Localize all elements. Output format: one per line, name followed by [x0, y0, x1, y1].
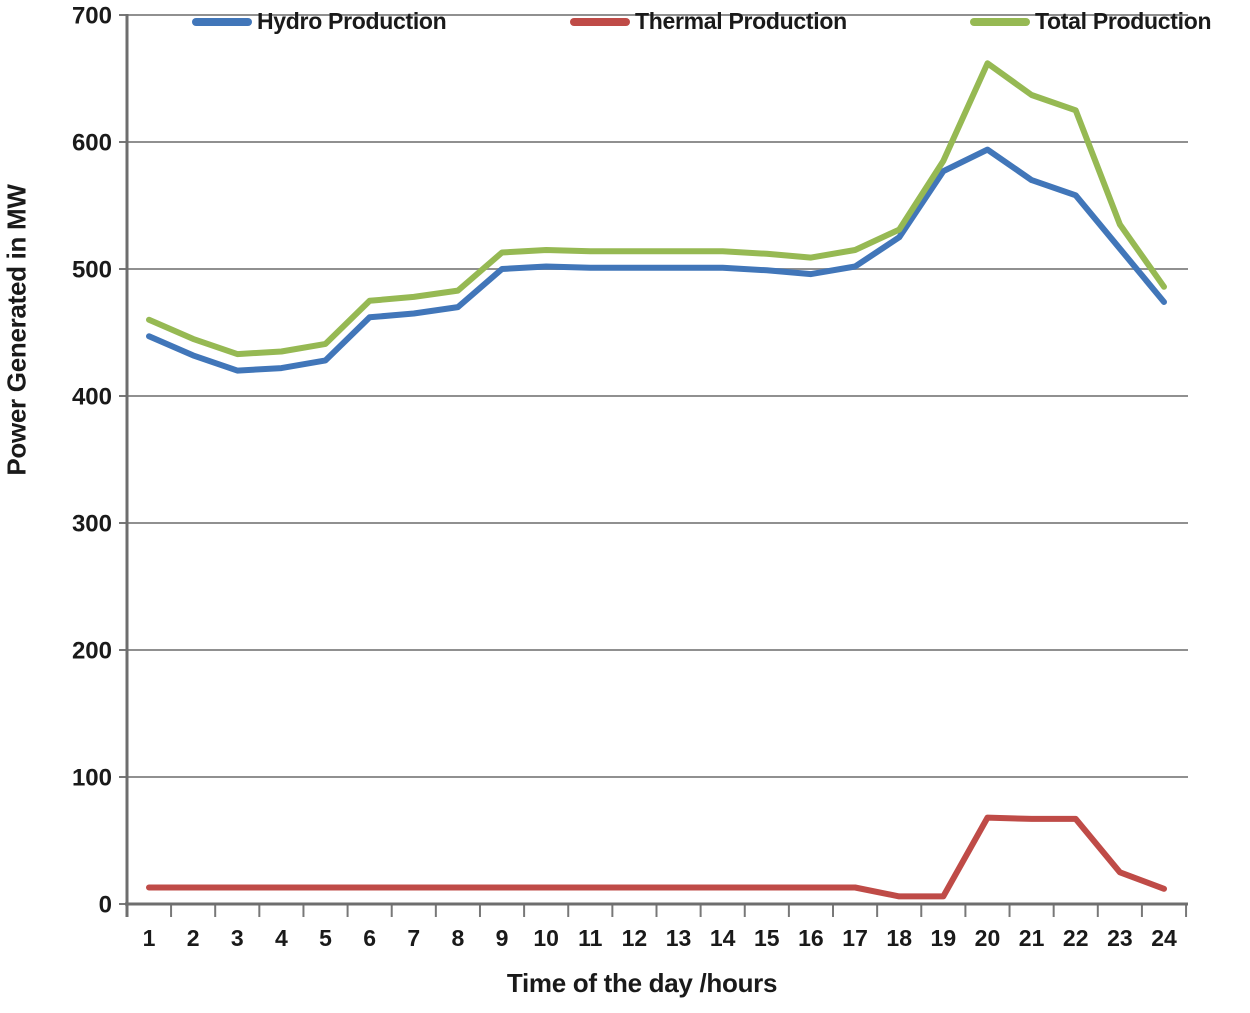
x-tick-label-7: 7: [407, 925, 420, 951]
y-tick-label-300: 300: [72, 510, 112, 537]
legend-label-total: Total Production: [1035, 8, 1212, 34]
x-tick-label-10: 10: [533, 925, 559, 951]
hydro-line-swatch-icon: [192, 17, 252, 26]
x-tick-label-21: 21: [1019, 925, 1045, 951]
legend-item-thermal: Thermal Production: [570, 8, 847, 35]
legend-label-thermal: Thermal Production: [635, 8, 847, 34]
y-tick-label-600: 600: [72, 129, 112, 156]
x-tick-label-13: 13: [666, 925, 692, 951]
y-tick-label-500: 500: [72, 256, 112, 283]
x-tick-label-22: 22: [1063, 925, 1089, 951]
x-tick-label-20: 20: [975, 925, 1001, 951]
legend-item-total: Total Production: [970, 8, 1212, 35]
legend-label-hydro: Hydro Production: [257, 8, 447, 34]
y-tick-label-400: 400: [72, 383, 112, 410]
x-tick-label-9: 9: [496, 925, 509, 951]
x-tick-label-17: 17: [842, 925, 868, 951]
total-production-line: [146, 60, 1167, 358]
y-tick-label-700: 700: [72, 2, 112, 29]
y-tick-label-0: 0: [99, 891, 112, 918]
hydro-production-line: [146, 146, 1167, 374]
x-tick-label-24: 24: [1151, 925, 1177, 951]
total-line-swatch-icon: [970, 17, 1030, 26]
y-tick-label-100: 100: [72, 764, 112, 791]
x-tick-label-3: 3: [231, 925, 244, 951]
thermal-production-line: [146, 814, 1167, 900]
x-tick-label-15: 15: [754, 925, 780, 951]
x-tick-label-12: 12: [622, 925, 648, 951]
y-tick-label-200: 200: [72, 637, 112, 664]
chart-legend: Hydro Production Thermal Production Tota…: [0, 0, 1250, 40]
x-tick-label-16: 16: [798, 925, 824, 951]
x-tick-label-5: 5: [319, 925, 332, 951]
legend-item-hydro: Hydro Production: [192, 8, 447, 35]
x-axis-title: Time of the day /hours: [506, 968, 778, 998]
x-tick-label-23: 23: [1107, 925, 1133, 951]
x-tick-label-1: 1: [143, 925, 156, 951]
x-tick-label-4: 4: [275, 925, 288, 951]
x-tick-label-18: 18: [886, 925, 912, 951]
x-tick-label-11: 11: [578, 925, 603, 951]
x-tick-label-14: 14: [710, 925, 736, 951]
x-tick-label-19: 19: [931, 925, 957, 951]
thermal-line-swatch-icon: [570, 17, 630, 26]
y-axis-title: Power Generated in MW: [1, 184, 32, 476]
x-tick-label-2: 2: [187, 925, 200, 951]
x-tick-label-8: 8: [452, 925, 465, 951]
x-tick-label-6: 6: [363, 925, 376, 951]
